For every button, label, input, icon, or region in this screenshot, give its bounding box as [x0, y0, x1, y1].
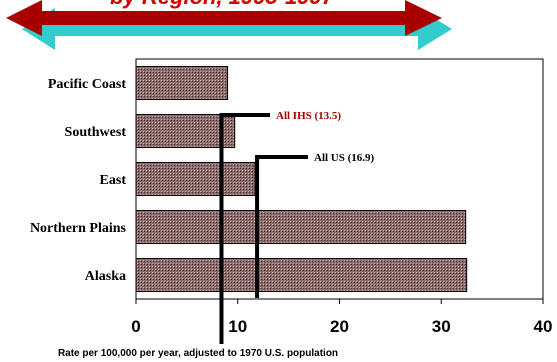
bar: [135, 66, 229, 100]
category-labels: Pacific Coast Southwest East Northern Plain…: [30, 77, 127, 284]
bars: [135, 66, 468, 292]
banner-text: by Region, 1995-1997: [110, 0, 336, 9]
reference-line: [219, 113, 270, 344]
title-banner: by Region, 1995-1997: [6, 0, 452, 50]
tick-label: 10: [228, 317, 247, 336]
tick-label: 40: [534, 317, 553, 336]
bar: [135, 210, 467, 244]
reference-lines: All IHS (13.5) All US (16.9): [219, 110, 375, 344]
banner-arrow: [6, 0, 442, 36]
category-label: Southwest: [65, 125, 127, 140]
x-axis-ticks: 0 10 20 30 40: [131, 299, 552, 336]
reference-line: [255, 155, 308, 298]
tick-label: 20: [330, 317, 349, 336]
reference-label: All US (16.9): [314, 152, 375, 164]
bar: [135, 258, 468, 292]
banner-arrow-shadow: [22, 8, 452, 50]
bar: [135, 114, 236, 148]
tick-label: 0: [131, 317, 140, 336]
tick-label: 30: [432, 317, 451, 336]
category-label: East: [100, 173, 127, 188]
bar: [135, 162, 256, 196]
category-label: Northern Plains: [30, 221, 127, 236]
category-label: Pacific Coast: [48, 77, 126, 92]
reference-label: All IHS (13.5): [276, 110, 341, 122]
category-label: Alaska: [85, 269, 126, 284]
x-axis-label: Rate per 100,000 per year, adjusted to 1…: [58, 348, 338, 359]
